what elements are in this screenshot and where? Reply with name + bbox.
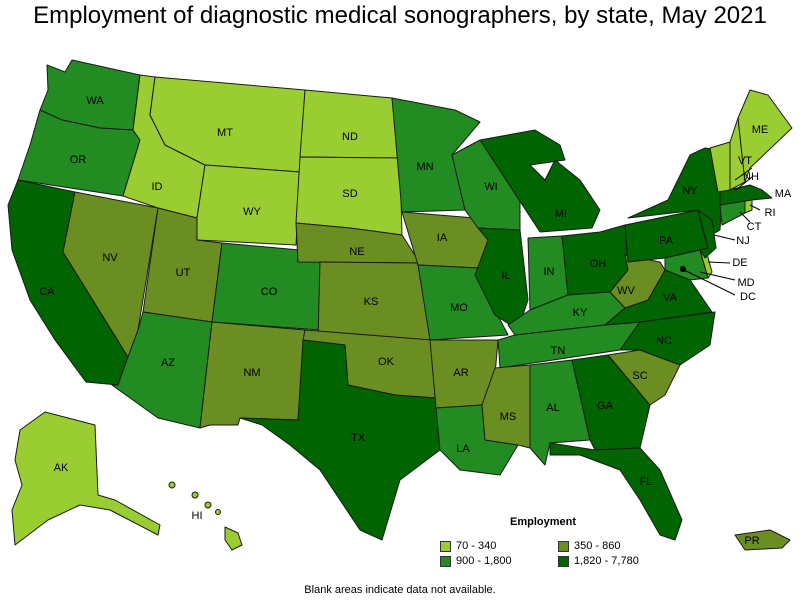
state-sc[interactable]: [607, 349, 681, 406]
state-label-wy: WY: [243, 206, 261, 218]
state-label-id: ID: [152, 181, 163, 193]
callout-line: [699, 271, 736, 281]
state-wv[interactable]: [609, 254, 666, 309]
state-label-nd: ND: [342, 131, 358, 143]
legend-item-4: 1,820 - 7,780: [558, 555, 698, 567]
legend-swatch: [558, 540, 569, 552]
legend-item-2: 350 - 860: [558, 540, 698, 552]
state-label-ia: IA: [437, 232, 448, 244]
state-me[interactable]: [737, 89, 793, 183]
state-label-ct: CT: [747, 221, 762, 233]
state-label-ri: RI: [765, 207, 776, 219]
hi-island: [215, 509, 221, 515]
state-label-hi: HI: [192, 510, 203, 522]
state-wy[interactable]: [196, 164, 301, 246]
state-label-wi: WI: [484, 181, 497, 193]
legend-item-1: 70 - 340: [440, 540, 558, 552]
callout-line: [707, 261, 731, 264]
state-tx[interactable]: [239, 339, 441, 541]
state-label-in: IN: [544, 266, 555, 278]
legend-label: 350 - 860: [574, 540, 621, 552]
state-label-ky: KY: [573, 307, 588, 319]
legend-title: Employment: [510, 516, 577, 528]
state-pr[interactable]: [734, 529, 791, 551]
legend-swatch: [440, 540, 451, 552]
state-label-nv: NV: [102, 252, 118, 264]
state-label-az: AZ: [161, 357, 175, 369]
state-mi[interactable]: [479, 129, 601, 233]
state-label-tx: TX: [351, 432, 366, 444]
state-label-mo: MO: [450, 302, 468, 314]
state-label-me: ME: [752, 124, 769, 136]
hi-island: [191, 491, 199, 499]
state-label-ma: MA: [775, 188, 792, 200]
state-label-fl: FL: [640, 476, 653, 488]
footnote: Blank areas indicate data not available.: [304, 584, 496, 596]
state-il[interactable]: [474, 227, 529, 331]
callout-line: [749, 204, 761, 211]
state-label-vt: VT: [738, 155, 752, 167]
legend-label: 1,820 - 7,780: [574, 555, 639, 567]
state-label-dc: DC: [740, 291, 756, 303]
legend-item-3: 900 - 1,800: [440, 555, 558, 567]
state-fl[interactable]: [549, 442, 683, 541]
state-label-de: DE: [732, 257, 747, 269]
legend-label: 900 - 1,800: [456, 555, 512, 567]
state-label-ar: AR: [453, 367, 468, 379]
legend-swatch: [440, 555, 451, 567]
legend-swatch: [558, 555, 569, 567]
state-label-ne: NE: [349, 246, 364, 258]
state-label-al: AL: [546, 402, 559, 414]
state-label-nh: NH: [743, 171, 759, 183]
callout-line: [734, 167, 753, 181]
state-label-wa: WA: [86, 95, 104, 107]
state-ri[interactable]: [744, 199, 753, 214]
state-ne[interactable]: [295, 222, 421, 264]
state-label-ms: MS: [500, 411, 517, 423]
state-label-ca: CA: [39, 286, 55, 298]
state-label-tn: TN: [551, 345, 566, 357]
hi-island: [204, 501, 212, 509]
state-label-nc: NC: [656, 335, 672, 347]
state-label-va: VA: [663, 292, 678, 304]
state-label-pa: PA: [659, 235, 674, 247]
state-label-ut: UT: [176, 267, 191, 279]
hi-island: [168, 481, 176, 489]
legend: Employment 70 - 340 350 - 860 900 - 1,80…: [440, 516, 800, 567]
state-label-il: IL: [501, 270, 510, 282]
state-label-ga: GA: [597, 400, 614, 412]
dc-marker: [680, 266, 686, 272]
state-ma[interactable]: [719, 184, 773, 206]
state-label-sd: SD: [342, 188, 357, 200]
state-md[interactable]: [664, 249, 709, 281]
callout-line: [735, 176, 753, 191]
state-label-sc: SC: [632, 370, 647, 382]
callout-line: [713, 234, 736, 241]
state-label-nj: NJ: [736, 235, 749, 247]
state-label-oh: OH: [590, 258, 607, 270]
state-label-wv: WV: [617, 285, 635, 297]
state-label-ny: NY: [682, 185, 698, 197]
callout-line: [683, 269, 736, 296]
callout-line: [739, 211, 751, 223]
state-label-mi: MI: [555, 208, 567, 220]
state-label-ks: KS: [364, 296, 379, 308]
state-label-md: MD: [737, 277, 754, 289]
legend-label: 70 - 340: [456, 540, 497, 552]
state-label-nm: NM: [243, 367, 260, 379]
state-nd[interactable]: [299, 89, 401, 159]
state-label-mt: MT: [217, 127, 233, 139]
state-label-ak: AK: [54, 462, 69, 474]
state-label-ok: OK: [378, 356, 395, 368]
state-nj[interactable]: [697, 209, 717, 259]
state-label-la: LA: [456, 443, 470, 455]
state-label-mn: MN: [416, 161, 433, 173]
state-label-co: CO: [261, 286, 278, 298]
state-label-pr: PR: [744, 535, 759, 547]
state-ak[interactable]: [11, 411, 161, 546]
state-label-or: OR: [70, 154, 87, 166]
map-title: Employment of diagnostic medical sonogra…: [33, 2, 767, 29]
state-hi[interactable]: [224, 526, 243, 551]
